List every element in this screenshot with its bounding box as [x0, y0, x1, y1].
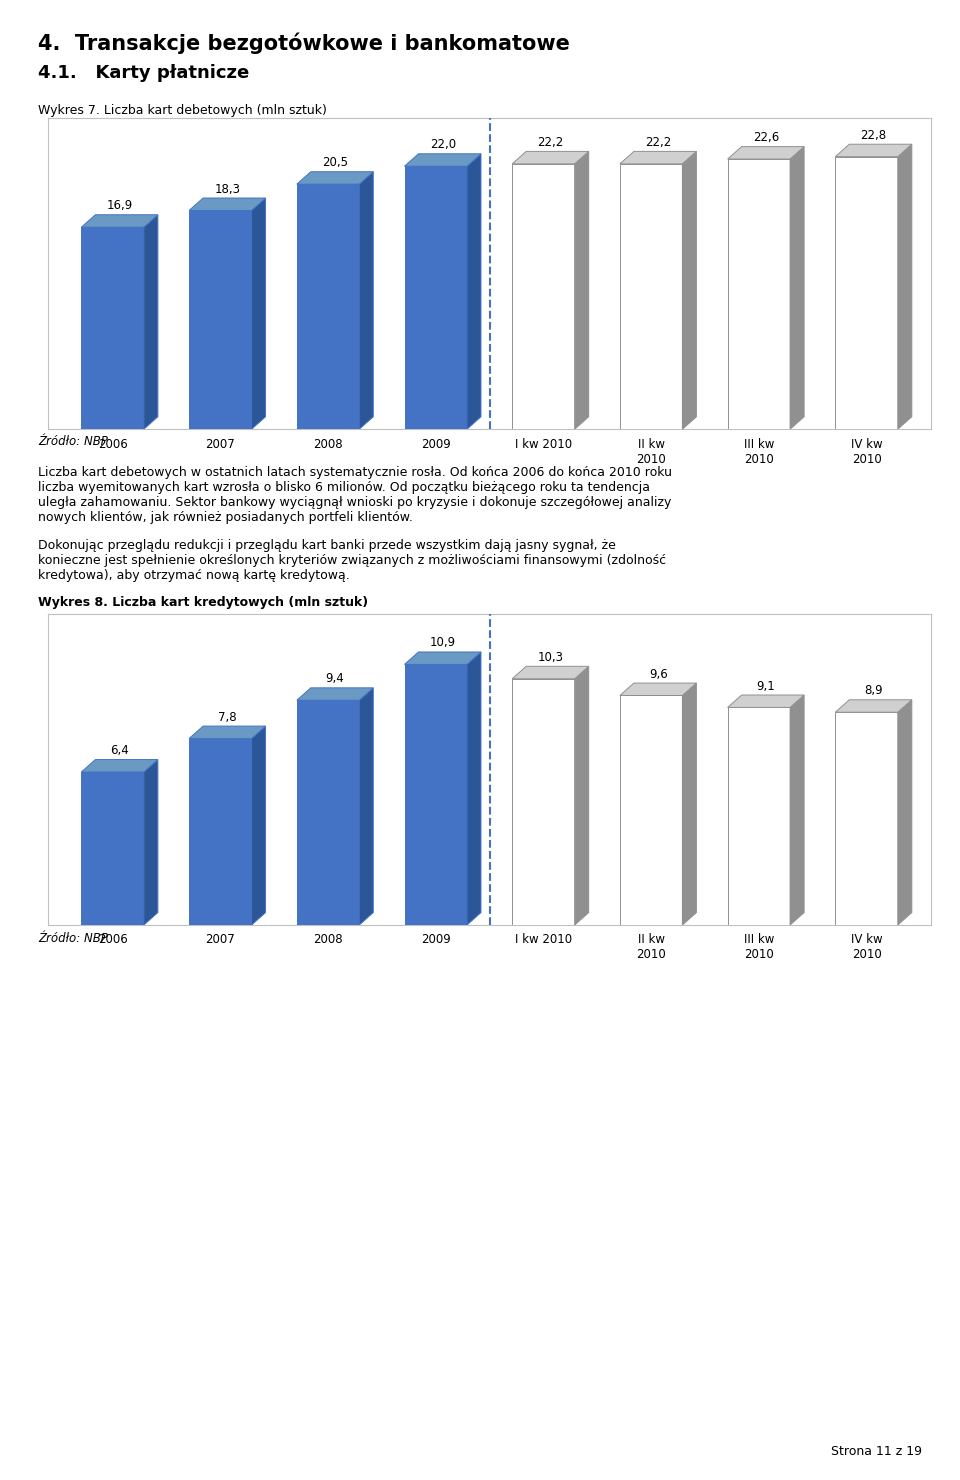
- Bar: [404, 665, 467, 925]
- Polygon shape: [189, 198, 266, 210]
- Text: 20,5: 20,5: [322, 157, 348, 169]
- Bar: [835, 157, 898, 429]
- Text: 9,4: 9,4: [325, 672, 345, 685]
- Text: 6,4: 6,4: [110, 744, 129, 758]
- Polygon shape: [683, 151, 696, 429]
- Bar: [513, 679, 575, 925]
- Polygon shape: [82, 759, 157, 773]
- Text: 22,2: 22,2: [538, 136, 564, 149]
- Text: Liczba kart debetowych w ostatnich latach systematycznie rosła. Od końca 2006 do: Liczba kart debetowych w ostatnich latac…: [38, 466, 672, 524]
- Polygon shape: [404, 154, 481, 166]
- Polygon shape: [898, 700, 912, 925]
- Text: 9,1: 9,1: [756, 679, 776, 693]
- Bar: [82, 226, 144, 429]
- Polygon shape: [252, 727, 266, 925]
- Bar: [835, 712, 898, 925]
- Polygon shape: [790, 696, 804, 925]
- Polygon shape: [297, 688, 373, 700]
- Polygon shape: [835, 144, 912, 157]
- Text: 22,0: 22,0: [430, 138, 456, 151]
- Polygon shape: [144, 759, 157, 925]
- Text: 18,3: 18,3: [214, 182, 240, 195]
- Text: 16,9: 16,9: [107, 200, 132, 212]
- Polygon shape: [189, 727, 266, 739]
- Polygon shape: [620, 684, 696, 696]
- Text: Dokonując przeglądu redukcji i przeglądu kart banki przede wszystkim dają jasny : Dokonując przeglądu redukcji i przeglądu…: [38, 539, 666, 582]
- Polygon shape: [835, 700, 912, 712]
- Bar: [728, 158, 790, 429]
- Polygon shape: [359, 688, 373, 925]
- Bar: [513, 164, 575, 429]
- Bar: [189, 739, 252, 925]
- Bar: [82, 773, 144, 925]
- Bar: [404, 166, 467, 429]
- Text: 22,8: 22,8: [860, 129, 887, 142]
- Bar: [297, 700, 359, 925]
- Polygon shape: [297, 172, 373, 184]
- Text: 7,8: 7,8: [218, 710, 237, 724]
- Text: 4.  Transakcje bezgotówkowe i bankomatowe: 4. Transakcje bezgotówkowe i bankomatowe: [38, 33, 570, 55]
- Polygon shape: [683, 684, 696, 925]
- Polygon shape: [467, 154, 481, 429]
- Polygon shape: [575, 666, 588, 925]
- Text: 10,3: 10,3: [538, 651, 564, 665]
- Polygon shape: [252, 198, 266, 429]
- Text: Wykres 8. Liczba kart kredytowych (mln sztuk): Wykres 8. Liczba kart kredytowych (mln s…: [38, 596, 369, 610]
- Polygon shape: [790, 147, 804, 429]
- Text: Źródło: NBP: Źródło: NBP: [38, 932, 108, 946]
- Bar: [620, 696, 683, 925]
- Polygon shape: [82, 215, 157, 226]
- Polygon shape: [620, 151, 696, 164]
- Polygon shape: [467, 653, 481, 925]
- Bar: [620, 164, 683, 429]
- Polygon shape: [898, 144, 912, 429]
- Text: 10,9: 10,9: [430, 636, 456, 650]
- Text: Wykres 7. Liczba kart debetowych (mln sztuk): Wykres 7. Liczba kart debetowych (mln sz…: [38, 104, 327, 117]
- Polygon shape: [728, 696, 804, 707]
- Polygon shape: [359, 172, 373, 429]
- Polygon shape: [513, 666, 588, 679]
- Text: 8,9: 8,9: [864, 684, 883, 697]
- Text: 4.1.   Karty płatnicze: 4.1. Karty płatnicze: [38, 64, 250, 81]
- Polygon shape: [144, 215, 157, 429]
- Polygon shape: [575, 151, 588, 429]
- Text: Strona 11 z 19: Strona 11 z 19: [830, 1444, 922, 1458]
- Bar: [297, 184, 359, 429]
- Bar: [728, 707, 790, 925]
- Text: 9,6: 9,6: [649, 667, 667, 681]
- Text: 22,2: 22,2: [645, 136, 671, 149]
- Polygon shape: [728, 147, 804, 158]
- Polygon shape: [513, 151, 588, 164]
- Polygon shape: [404, 653, 481, 665]
- Bar: [189, 210, 252, 429]
- Text: 22,6: 22,6: [753, 132, 779, 144]
- Text: Źródło: NBP: Źródło: NBP: [38, 435, 108, 448]
